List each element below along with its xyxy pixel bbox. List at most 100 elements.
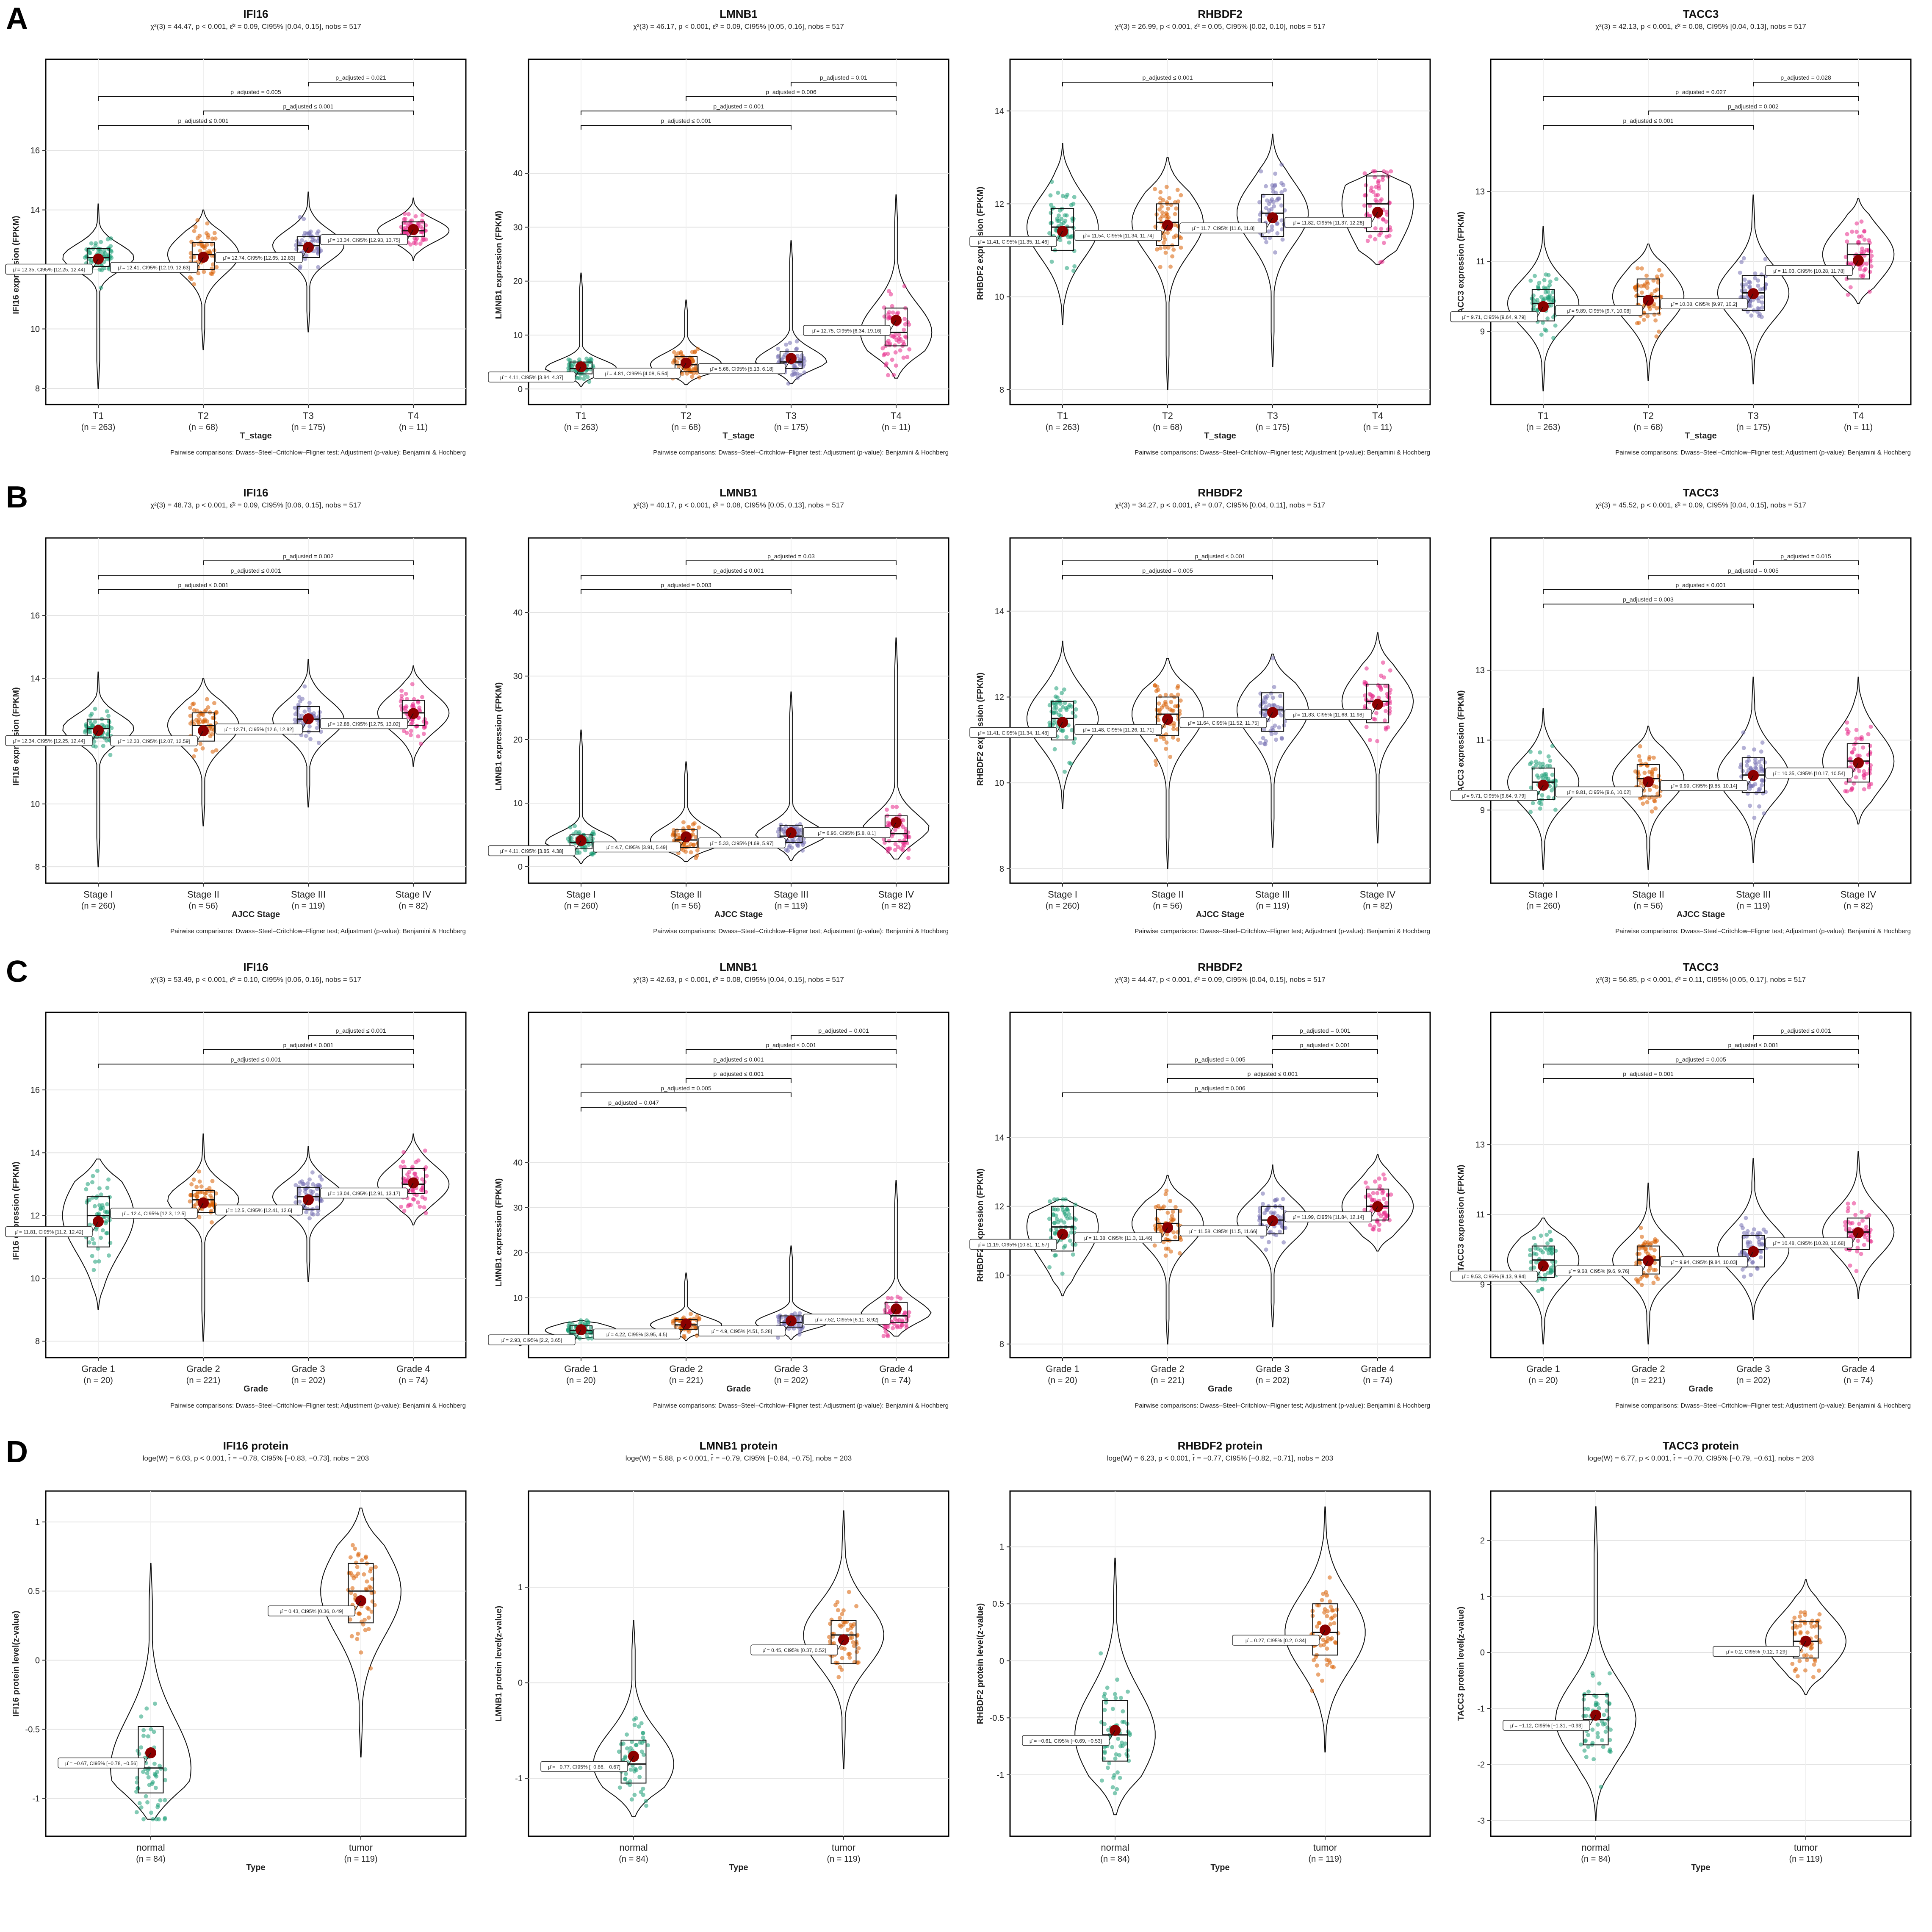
data-point <box>1060 691 1064 696</box>
y-axis-label: LMNB1 expression (FPKM) <box>494 1178 504 1287</box>
data-point <box>1653 1240 1658 1245</box>
data-point <box>1328 1599 1332 1604</box>
mean-label-box <box>110 1208 198 1219</box>
pairwise-caption: Pairwise comparisons: Dwass–Steel–Critch… <box>1615 1402 1911 1409</box>
data-point <box>1257 1206 1262 1211</box>
data-point <box>346 1571 351 1575</box>
mean-label: μ̂ = 11.64, CI95% [11.52, 11.75] <box>1188 720 1259 726</box>
data-point <box>691 822 695 827</box>
mean-label-box <box>1450 311 1538 322</box>
data-point <box>1379 197 1384 202</box>
data-point <box>896 845 900 849</box>
data-point <box>1163 1253 1168 1258</box>
data-point <box>1053 1207 1057 1212</box>
data-point <box>135 1776 140 1780</box>
data-point <box>1538 798 1542 803</box>
data-point <box>316 740 321 745</box>
data-point <box>92 740 97 744</box>
data-point <box>1118 1744 1123 1749</box>
data-point <box>1281 1197 1285 1201</box>
data-point <box>1590 1727 1595 1732</box>
data-point <box>792 364 797 368</box>
comparison-bracket <box>1167 1078 1378 1083</box>
data-point <box>578 376 582 380</box>
data-point <box>1597 1681 1602 1686</box>
mean-label-box <box>488 1334 576 1345</box>
violin-shape <box>545 272 617 387</box>
data-point <box>149 1810 153 1815</box>
data-point <box>1363 693 1367 698</box>
mean-label: μ̂ = 4.81, CI95% [4.08, 5.54] <box>605 371 668 377</box>
panel-subtitle: χ²(3) = 44.47, p < 0.001, ε̂² = 0.09, CI… <box>1115 976 1326 984</box>
data-point <box>1158 246 1163 251</box>
mean-leader-line <box>680 1324 686 1334</box>
data-point <box>420 1177 425 1182</box>
mean-leader-line <box>1266 712 1273 723</box>
x-tick-count: (n = 119) <box>344 1854 377 1864</box>
data-point <box>1797 1614 1802 1619</box>
data-point <box>424 1174 429 1178</box>
violin-shape <box>1074 1558 1156 1816</box>
data-point <box>637 1724 641 1729</box>
data-point <box>1317 1621 1322 1625</box>
box-iqr <box>1156 203 1179 246</box>
data-point <box>1862 773 1866 777</box>
data-point <box>1270 227 1274 232</box>
data-point <box>1377 186 1381 191</box>
data-point <box>1854 775 1858 780</box>
data-point <box>1859 250 1864 255</box>
x-tick-label: Stage I <box>1048 889 1077 900</box>
mean-leader-line <box>1747 1251 1754 1262</box>
data-point <box>298 215 302 219</box>
data-point <box>91 1268 96 1272</box>
mean-leader-line <box>680 837 686 847</box>
y-axis-label: RHBDF2 protein level(z-value) <box>976 1603 985 1724</box>
data-point <box>1649 1246 1653 1251</box>
mean-label-box <box>1179 717 1267 728</box>
data-point <box>901 848 905 852</box>
data-point <box>1102 1707 1107 1712</box>
data-point <box>1163 700 1168 704</box>
data-point <box>828 1622 833 1626</box>
mean-label-box <box>1232 1635 1320 1646</box>
data-point <box>1644 1274 1649 1279</box>
y-tick-label: 8 <box>999 865 1004 874</box>
mean-label-box <box>268 1605 355 1616</box>
mean-label: μ̂ = 11.19, CI95% [10.81, 11.57] <box>977 1242 1049 1248</box>
data-point <box>157 1817 161 1821</box>
data-point <box>1329 1605 1333 1609</box>
mean-leader-line <box>1537 306 1544 317</box>
data-point <box>1600 1719 1604 1724</box>
data-point <box>855 1649 859 1654</box>
data-point <box>310 1170 315 1175</box>
data-point <box>898 1325 903 1330</box>
data-point <box>585 375 590 379</box>
y-tick-label: 16 <box>30 146 40 155</box>
violin-shape <box>1612 244 1685 381</box>
data-point <box>1749 784 1754 788</box>
data-point <box>410 682 415 687</box>
data-point <box>1866 238 1871 243</box>
comparison-label: p_adjusted = 0.003 <box>1623 596 1674 603</box>
data-point <box>1279 162 1284 167</box>
data-point <box>1321 1591 1326 1596</box>
x-tick-label: T3 <box>786 410 797 421</box>
data-point <box>776 1336 780 1340</box>
data-point <box>1384 1200 1389 1205</box>
data-point <box>414 724 418 729</box>
plot-frame <box>1490 1490 1912 1837</box>
data-point <box>1380 177 1385 182</box>
data-point <box>297 695 302 699</box>
data-point <box>1257 200 1262 205</box>
data-point <box>97 1186 102 1191</box>
data-point <box>94 241 98 246</box>
data-point <box>369 1609 374 1614</box>
mean-leader-line <box>92 730 99 741</box>
data-point <box>139 1805 144 1810</box>
data-point <box>210 1203 214 1208</box>
data-point <box>1158 216 1163 221</box>
data-point <box>150 1817 155 1821</box>
data-point <box>1176 704 1180 708</box>
data-point <box>200 746 205 751</box>
